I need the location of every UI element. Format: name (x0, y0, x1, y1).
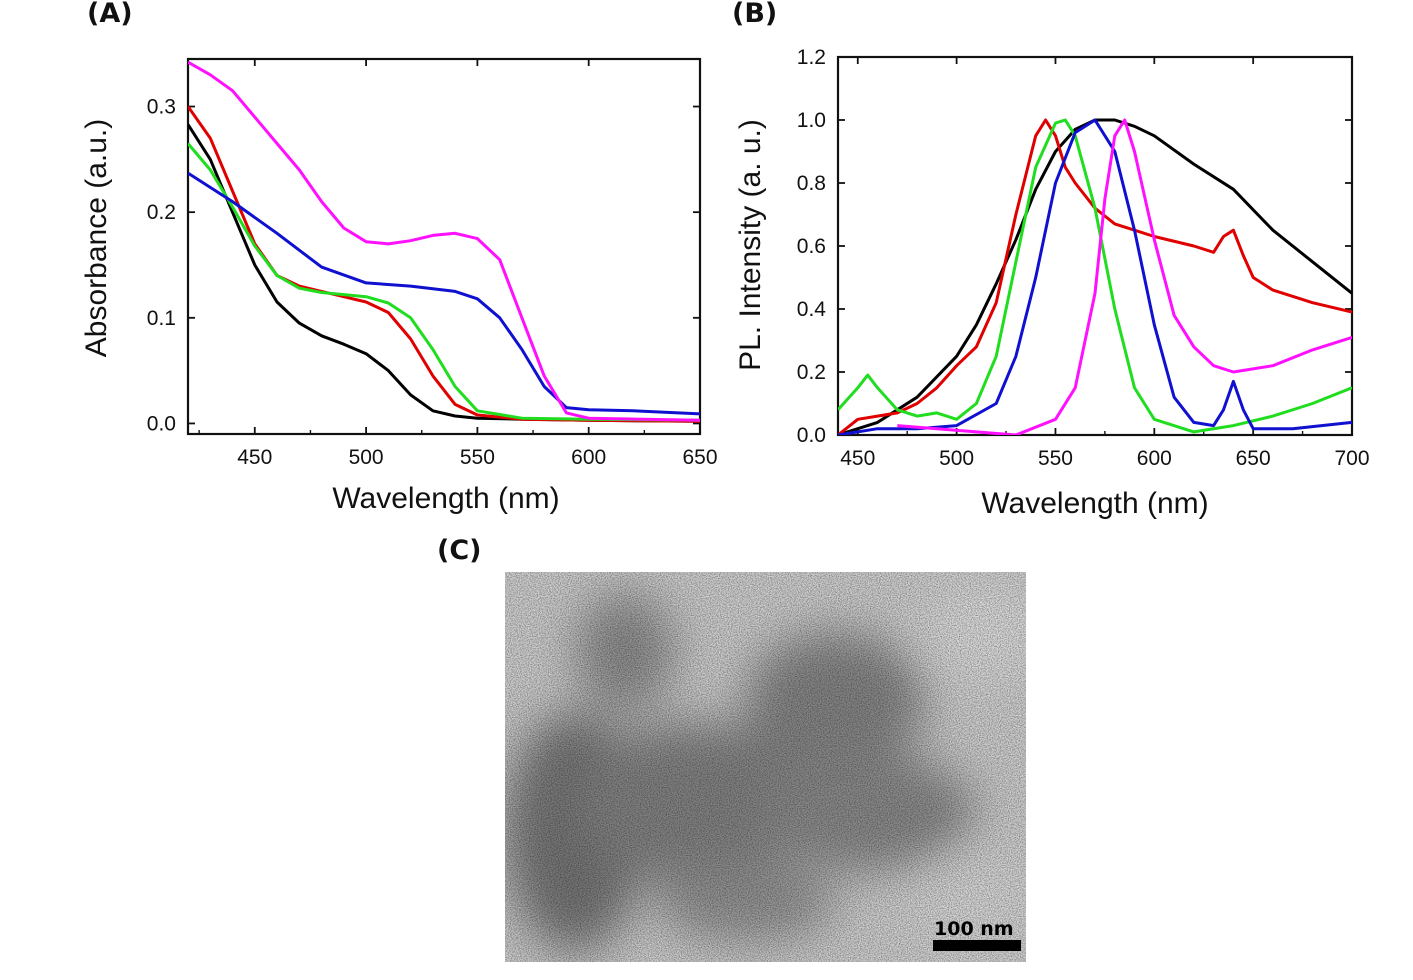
series-line-2 (838, 118, 1352, 434)
y-tick-label: 1.2 (797, 46, 826, 69)
scale-bar (933, 940, 1021, 951)
pl-intensity-chart: 450 500 550 600 650 700 0.0 0.2 0.4 0.6 0.8 1.0 1.2 W… (734, 46, 1370, 520)
series-line-1 (838, 118, 1352, 435)
series-line-3 (838, 118, 1352, 435)
y-tick-label: 0.0 (147, 412, 176, 435)
y-tick-label: 0.2 (147, 201, 176, 224)
figure-canvas: 450 500 550 600 650 0.0 0.1 0.2 0.3 Wavelength (n… (80, 46, 1370, 520)
x-tick-label: 600 (571, 446, 606, 469)
series-line-4 (188, 60, 700, 422)
series-line-1 (188, 105, 700, 423)
x-tick-label: 550 (460, 446, 495, 469)
scale-bar-label: 100 nm (934, 918, 1014, 940)
series-line-0 (188, 123, 700, 423)
tem-micrograph (505, 572, 1026, 962)
absorbance-chart: 450 500 550 600 650 0.0 0.1 0.2 0.3 Wavelength (n… (80, 57, 718, 515)
panel-label-a: (A) (87, 0, 133, 29)
x-axis-label: Wavelength (nm) (332, 482, 559, 515)
y-tick-label: 0.3 (147, 96, 176, 119)
x-tick-label: 450 (840, 447, 875, 470)
x-tick-label: 450 (237, 446, 272, 469)
x-tick-label: 650 (682, 446, 717, 469)
x-axis-label: Wavelength (nm) (981, 487, 1208, 520)
panel-label-c: (C) (437, 535, 482, 566)
y-axis-label: PL. Intensity (a. u.) (734, 119, 767, 371)
y-tick-label: 0.0 (797, 424, 826, 447)
y-tick-label: 0.6 (797, 235, 826, 258)
series-line-3 (188, 171, 700, 416)
y-axis-label: Absorbance (a.u.) (80, 119, 113, 357)
plot-frame (836, 55, 1354, 437)
x-tick-label: 500 (349, 446, 384, 469)
y-tick-label: 1.0 (797, 109, 826, 132)
y-tick-label: 0.4 (797, 298, 827, 321)
plot-frame (186, 57, 702, 436)
series-line-2 (188, 142, 700, 422)
series-line-0 (838, 118, 1352, 435)
x-tick-label: 550 (1038, 447, 1073, 470)
y-tick-label: 0.1 (147, 307, 176, 330)
panel-label-b: (B) (732, 0, 778, 29)
x-tick-label: 500 (939, 447, 974, 470)
x-tick-label: 700 (1334, 447, 1369, 470)
series-line-4 (897, 118, 1352, 435)
x-tick-label: 600 (1137, 447, 1172, 470)
y-tick-label: 0.8 (797, 172, 826, 195)
y-tick-label: 0.2 (797, 361, 826, 384)
tem-image (505, 572, 1026, 962)
x-tick-label: 650 (1236, 447, 1271, 470)
